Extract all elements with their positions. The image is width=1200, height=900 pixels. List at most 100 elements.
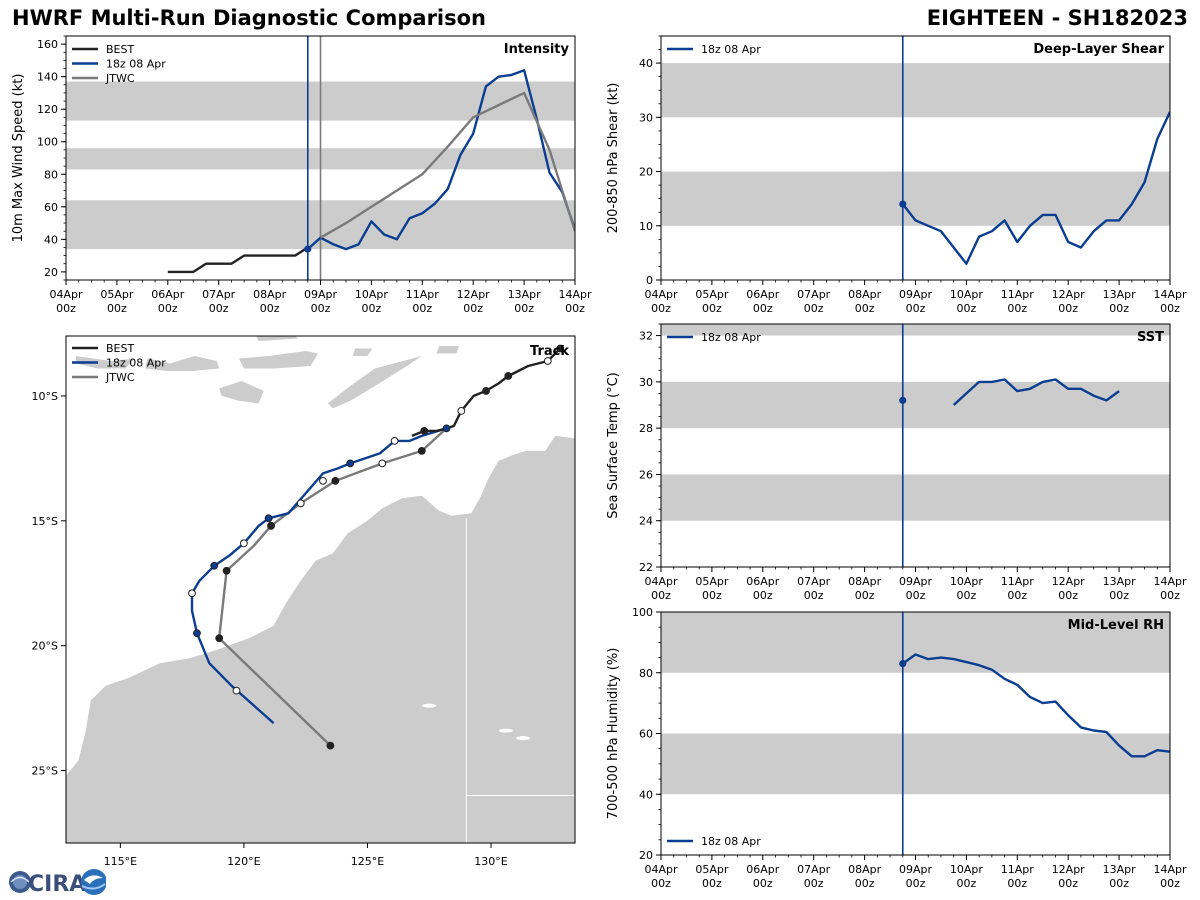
- sst-xtick-hour: 00z: [957, 589, 977, 602]
- rh-xtick-hour: 00z: [1007, 877, 1027, 890]
- track-line-best: [411, 347, 562, 438]
- track-marker-hwrf: [188, 589, 196, 598]
- sst-line-hwrf: [952, 378, 1120, 406]
- storm-id: EIGHTEEN - SH182023: [926, 6, 1188, 30]
- island-north: [256, 336, 299, 341]
- intensity-xtick-hour: 00z: [311, 302, 331, 315]
- rh-xtick-day: 07Apr: [797, 863, 831, 876]
- track-marker-best: [457, 407, 466, 415]
- intensity-xtick-hour: 00z: [56, 302, 76, 315]
- sst-xtick-hour: 00z: [1058, 589, 1078, 602]
- rh-init-marker: [899, 660, 907, 668]
- intensity-legend-label: JTWC: [105, 72, 135, 85]
- track-marker-hwrf: [240, 539, 248, 548]
- track-xtick-label: 115°E: [104, 855, 137, 868]
- track-ytick-label: 25°S: [32, 765, 58, 778]
- rh-xtick-hour: 00z: [1109, 877, 1129, 890]
- intensity-xtick-hour: 00z: [362, 302, 382, 315]
- intensity-xtick-day: 11Apr: [406, 288, 440, 301]
- intensity-init-marker: [304, 245, 312, 253]
- track-marker-hwrf: [193, 629, 201, 638]
- rh-xtick-hour: 00z: [702, 877, 722, 890]
- sst-frame: [660, 323, 1171, 568]
- sst-init-marker: [899, 396, 907, 404]
- intensity-xtick-hour: 00z: [107, 302, 127, 315]
- rh-xtick-day: 09Apr: [899, 863, 933, 876]
- intensity-xtick-day: 04Apr: [49, 288, 83, 301]
- track-marker-jtwc: [331, 476, 340, 485]
- sst-ytick-label: 24: [639, 515, 653, 528]
- track-marker-best: [482, 387, 490, 395]
- sst-legend-label: 18z 08 Apr: [701, 331, 761, 344]
- intensity-line-jtwc: [319, 91, 575, 239]
- track-marker-jtwc: [417, 446, 426, 455]
- rh-xtick-day: 12Apr: [1052, 863, 1086, 876]
- shear-ytick-label: 30: [639, 111, 653, 124]
- sst-xtick-day: 12Apr: [1052, 575, 1086, 588]
- intensity-xtick-day: 05Apr: [100, 288, 134, 301]
- intensity-title: Intensity: [504, 42, 570, 57]
- sst-xtick-hour: 00z: [702, 589, 722, 602]
- sst-xtick-day: 14Apr: [1153, 575, 1187, 588]
- track-legend-label: BEST: [106, 342, 134, 355]
- track-marker-jtwc: [222, 566, 231, 575]
- track-frame: [65, 335, 576, 844]
- sst-ytick-label: 26: [639, 468, 653, 481]
- sst-xtick-day: 09Apr: [899, 575, 933, 588]
- sst-xtick-hour: 00z: [1160, 589, 1180, 602]
- sst-title: SST: [1137, 330, 1164, 345]
- shear-xtick-day: 14Apr: [1153, 288, 1187, 301]
- intensity-ytick-label: 140: [37, 71, 58, 84]
- rh-xtick-day: 10Apr: [950, 863, 984, 876]
- rh-xtick-day: 04Apr: [644, 863, 678, 876]
- rh-ytick-label: 60: [639, 728, 653, 741]
- intensity-ytick-label: 120: [37, 103, 58, 116]
- inland-lake: [516, 736, 531, 741]
- shear-band-0: [661, 171, 1170, 226]
- intensity-xtick-hour: 00z: [260, 302, 280, 315]
- sst-xtick-day: 13Apr: [1103, 575, 1137, 588]
- rh-xtick-day: 13Apr: [1103, 863, 1137, 876]
- shear-xtick-hour: 00z: [855, 302, 875, 315]
- sst-ylabel: Sea Surface Temp (°C): [606, 372, 621, 519]
- track-xtick-label: 125°E: [351, 855, 384, 868]
- intensity-ytick-label: 100: [37, 136, 58, 149]
- sst-xtick-day: 08Apr: [848, 575, 882, 588]
- intensity-ytick-label: 160: [37, 38, 58, 51]
- rh-legend-label: 18z 08 Apr: [701, 835, 761, 848]
- shear-xtick-day: 08Apr: [848, 288, 882, 301]
- shear-xtick-day: 12Apr: [1052, 288, 1086, 301]
- rh-ylabel: 700-500 hPa Humidity (%): [606, 648, 621, 820]
- rh-ytick-label: 40: [639, 788, 653, 801]
- track-legend-label: 18z 08 Apr: [106, 357, 166, 370]
- rh-xtick-hour: 00z: [753, 877, 773, 890]
- shear-band-1: [661, 63, 1170, 118]
- intensity-xtick-hour: 00z: [412, 302, 432, 315]
- rh-xtick-day: 14Apr: [1153, 863, 1187, 876]
- shear-xtick-hour: 00z: [1007, 302, 1027, 315]
- track-ytick-label: 10°S: [32, 390, 58, 403]
- rh-xtick-hour: 00z: [957, 877, 977, 890]
- intensity-line-best: [167, 246, 309, 274]
- sst-ytick-label: 30: [639, 376, 653, 389]
- intensity-ytick-label: 20: [44, 266, 58, 279]
- intensity-xtick-hour: 00z: [158, 302, 178, 315]
- sst-xtick-day: 10Apr: [950, 575, 984, 588]
- shear-chart: 01020304004Apr00z05Apr00z06Apr00z07Apr00…: [606, 35, 1187, 315]
- shear-xtick-day: 06Apr: [746, 288, 780, 301]
- track-marker-hwrf: [442, 424, 451, 433]
- shear-xtick-day: 04Apr: [644, 288, 678, 301]
- rh-xtick-hour: 00z: [1058, 877, 1078, 890]
- rh-chart: 2040608010004Apr00z05Apr00z06Apr00z07Apr…: [606, 606, 1187, 890]
- track-marker-best: [543, 357, 552, 365]
- shear-init-marker: [899, 200, 907, 208]
- rh-xtick-hour: 00z: [651, 877, 671, 890]
- sst-ytick-label: 28: [639, 422, 653, 435]
- track-line-hwrf: [190, 427, 447, 724]
- intensity-legend-label: BEST: [106, 43, 134, 56]
- rh-xtick-day: 11Apr: [1001, 863, 1035, 876]
- logo-text: CIRA: [28, 872, 86, 896]
- intensity-xtick-hour: 00z: [565, 302, 585, 315]
- intensity-line-hwrf: [306, 68, 575, 251]
- shear-xtick-day: 09Apr: [899, 288, 933, 301]
